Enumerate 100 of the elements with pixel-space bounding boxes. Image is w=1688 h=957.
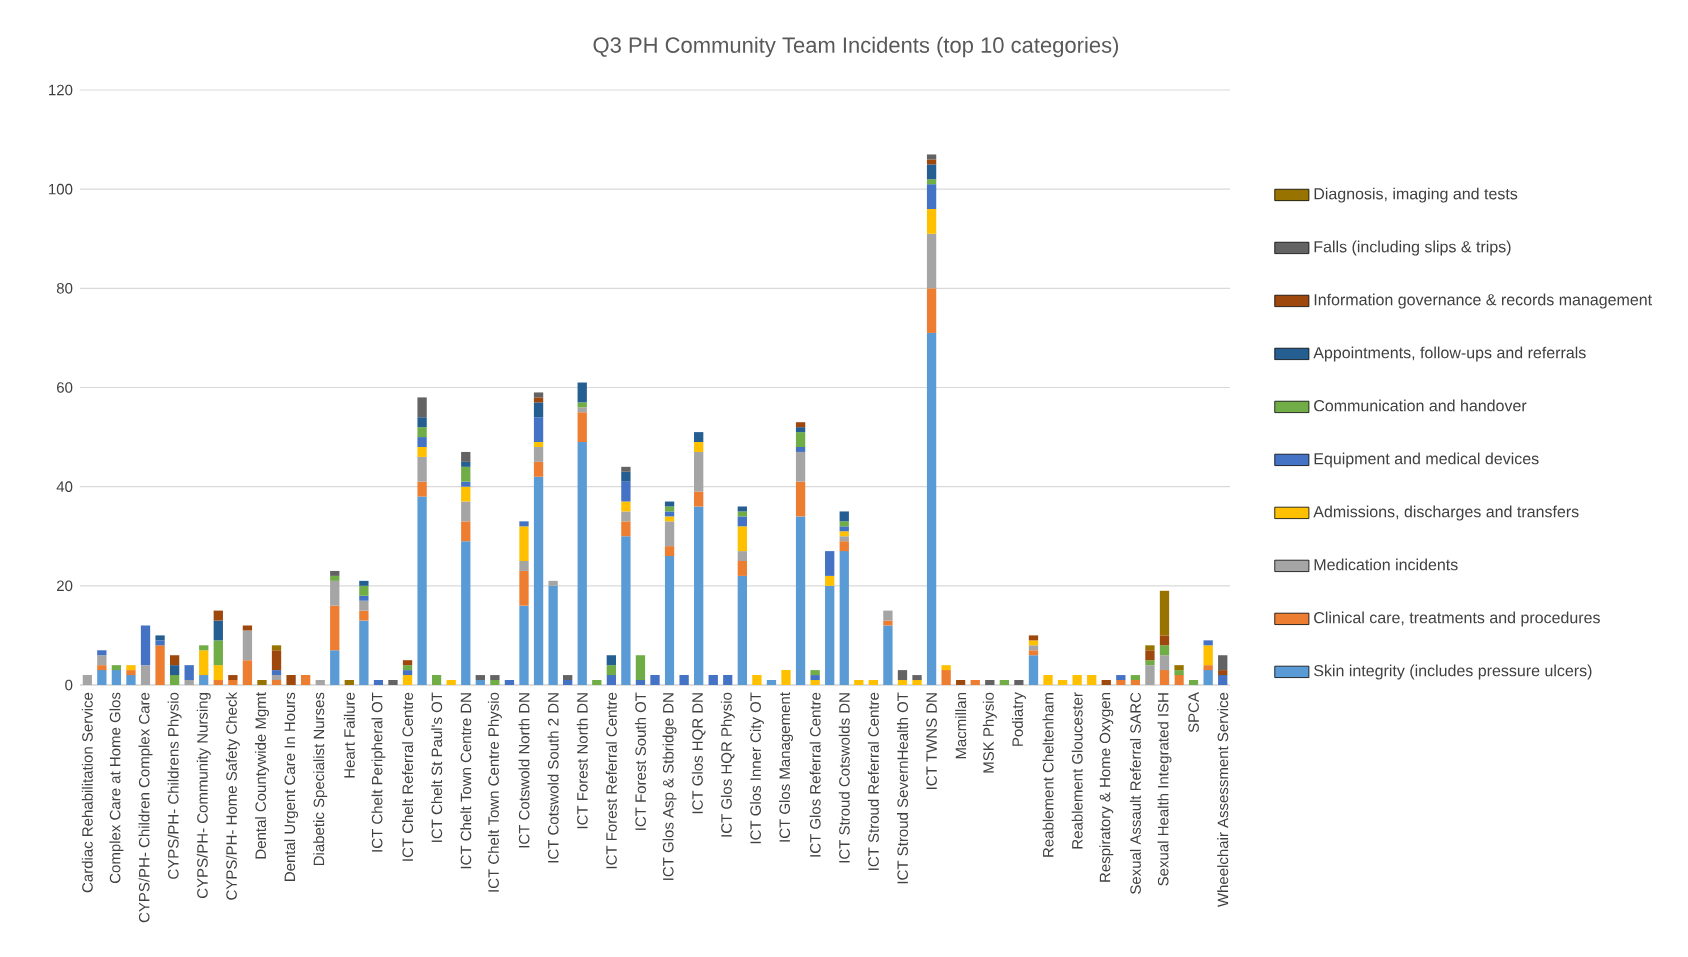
x-tick-label: Dental Countywide Mgmt [254, 692, 269, 859]
bar [926, 233, 937, 289]
bar [242, 625, 253, 631]
bar [417, 446, 427, 457]
bar [1014, 680, 1024, 685]
bar [417, 417, 427, 428]
x-tick-label: Cardiac Rehabilitation Service [81, 692, 93, 893]
bar [941, 665, 951, 671]
bar [926, 159, 937, 165]
bar [1203, 665, 1213, 671]
bar [111, 665, 122, 671]
bar [664, 546, 675, 557]
x-tick-label: ICT Glos Asp & Stbridge DN [662, 693, 677, 880]
bar [941, 670, 951, 685]
bar [825, 575, 835, 586]
bar [737, 506, 748, 512]
bar [635, 680, 646, 685]
bar [490, 675, 500, 681]
bar [1188, 680, 1199, 685]
bar [868, 680, 879, 685]
bar [664, 521, 675, 547]
bar [155, 635, 165, 641]
bar [1072, 675, 1082, 685]
bar [1145, 650, 1155, 661]
bar [1218, 675, 1228, 685]
bar [140, 665, 151, 685]
bar [999, 680, 1010, 685]
bar [664, 516, 675, 522]
x-tick-label: ICT Forest South OT [634, 692, 646, 830]
bar [795, 432, 806, 447]
bar [1116, 675, 1126, 681]
bar [199, 650, 209, 676]
bar [1028, 635, 1039, 641]
bar [1145, 665, 1155, 685]
bar [650, 675, 660, 685]
bar [1028, 645, 1039, 651]
bar [1203, 640, 1213, 646]
bar [126, 670, 136, 676]
x-tick-label: Complex Care at Home Glos [109, 692, 124, 884]
y-tick-label: 0 [65, 679, 73, 691]
bar [533, 442, 544, 447]
bar [402, 675, 413, 685]
bar [431, 675, 442, 685]
bar [228, 675, 238, 681]
chart-title: Q3 PH Community Team Incidents (top 10 categories) [593, 36, 1119, 58]
bar [825, 551, 835, 576]
x-tick-label: ICT Chelt Town Centre Physio [487, 692, 502, 892]
bar [621, 501, 631, 512]
bar [330, 650, 340, 685]
x-tick-label: Heart Failure [343, 692, 355, 778]
bar [926, 154, 937, 160]
bar [1159, 590, 1170, 636]
bar [577, 407, 587, 413]
legend-label: Equipment and medical devices [1314, 452, 1539, 468]
bar [155, 640, 165, 646]
bar [519, 605, 529, 685]
bar [1218, 655, 1228, 671]
bar [577, 412, 587, 443]
bar [461, 501, 471, 522]
bar [839, 531, 849, 537]
y-tick-label: 60 [57, 382, 73, 393]
bar [461, 466, 471, 482]
bar [795, 446, 806, 452]
bar [1130, 675, 1141, 681]
bar [737, 561, 748, 576]
bar [664, 556, 675, 685]
x-tick-label: Sexual Assault Referral SARC [1129, 692, 1141, 894]
bar [752, 675, 762, 685]
bar [359, 620, 369, 685]
bar [126, 675, 136, 685]
bar [737, 516, 748, 527]
bar [883, 625, 893, 685]
bar [664, 511, 675, 517]
bar [97, 655, 107, 666]
bar [417, 397, 427, 418]
bar [533, 397, 544, 403]
bar [592, 680, 602, 685]
bar [402, 660, 413, 666]
bar [839, 541, 849, 552]
bar [330, 575, 340, 581]
bar [679, 675, 689, 685]
bar [1203, 670, 1213, 685]
bar [271, 670, 282, 676]
bar [1087, 675, 1097, 685]
bar [621, 511, 631, 522]
bar [737, 526, 748, 552]
bar [897, 670, 908, 681]
bar [271, 675, 282, 681]
bar [461, 486, 471, 502]
legend-label: Appointments, follow-ups and referrals [1313, 346, 1586, 362]
bar [664, 506, 675, 512]
bar [169, 655, 180, 666]
bar [621, 481, 631, 502]
bar [504, 680, 515, 685]
bar [621, 521, 631, 537]
x-tick-label: CYPS/PH- Childrens Physio [167, 692, 182, 879]
bar [1174, 665, 1184, 671]
bar [1159, 655, 1170, 671]
bar [723, 675, 733, 685]
x-tick-label: ICT Stroud Cotswolds DN [838, 693, 850, 863]
